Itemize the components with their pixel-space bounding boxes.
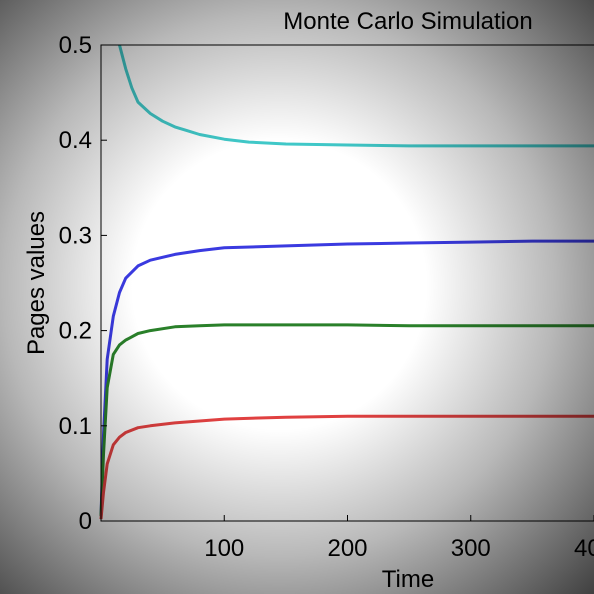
y-tick-label: 0.2	[59, 318, 92, 345]
y-axis-label: Pages values	[23, 211, 50, 355]
y-tick-label: 0.4	[59, 127, 92, 154]
y-tick-label: 0.3	[59, 222, 92, 249]
x-axis-label: Time	[382, 566, 434, 593]
y-tick-label: 0.5	[59, 32, 92, 59]
x-tick-label: 200	[327, 535, 367, 562]
x-tick-label: 400	[574, 535, 594, 562]
y-tick-label: 0.1	[59, 413, 92, 440]
x-tick-label: 300	[451, 535, 491, 562]
x-tick-label: 100	[204, 535, 244, 562]
chart-title: Monte Carlo Simulation	[283, 8, 532, 35]
y-tick-label: 0	[79, 508, 92, 535]
